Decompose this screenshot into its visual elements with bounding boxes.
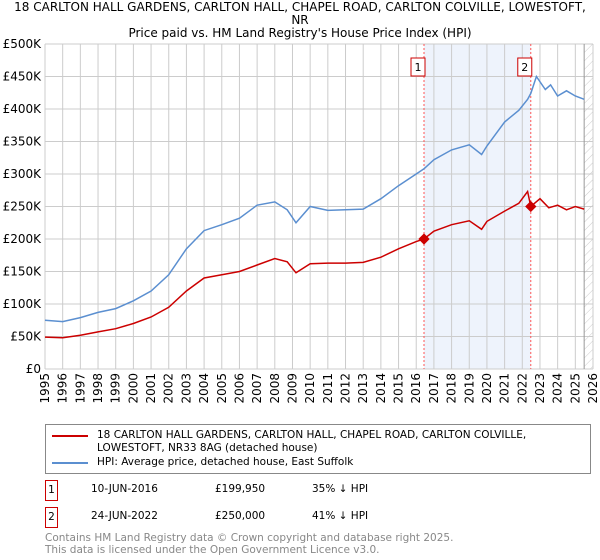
transaction-row: 2 24-JUN-2022 £250,000 41% ↓ HPI [45, 507, 585, 528]
transaction-price: £250,000 [215, 510, 266, 522]
legend: 18 CARLTON HALL GARDENS, CARLTON HALL, C… [45, 424, 591, 474]
marker-badge: 1 [45, 480, 58, 501]
x-tick-label: 2005 [215, 373, 229, 404]
y-tick-label: £150K [3, 265, 43, 279]
sale-label: 2 [521, 61, 528, 74]
transaction-price: £199,950 [215, 483, 266, 495]
transaction-row: 1 10-JUN-2016 £199,950 35% ↓ HPI [45, 480, 585, 501]
chart-subtitle: Price paid vs. HM Land Registry's House … [128, 26, 472, 40]
x-tick-label: 2001 [144, 373, 158, 404]
y-tick-label: £350K [3, 135, 43, 149]
x-tick-label: 2020 [480, 373, 494, 404]
transaction-date: 24-JUN-2022 [91, 510, 158, 522]
y-tick-label: £200K [3, 232, 43, 246]
footer-licence: This data is licensed under the Open Gov… [45, 544, 380, 556]
x-tick-label: 1995 [38, 373, 52, 404]
x-tick-label: 2009 [285, 373, 299, 404]
x-tick-label: 1996 [56, 373, 70, 404]
x-tick-label: 1998 [91, 373, 105, 404]
x-tick-label: 2013 [356, 373, 370, 404]
sale-point [525, 200, 537, 213]
x-tick-label: 2022 [515, 373, 529, 404]
y-tick-label: £0 [26, 362, 41, 376]
x-tick-label: 2024 [551, 373, 565, 404]
x-tick-label: 2011 [321, 373, 335, 404]
red-line-swatch [52, 435, 88, 437]
x-tick-label: 2023 [533, 373, 547, 404]
sale-label-box [517, 57, 533, 77]
sale-point [418, 233, 430, 245]
blue-line-swatch [52, 462, 88, 464]
x-tick-label: 2026 [586, 373, 600, 404]
x-tick-label: 2008 [268, 373, 282, 404]
transaction-hpi-diff: 35% ↓ HPI [312, 483, 369, 495]
x-tick-label: 2014 [374, 373, 388, 404]
footer: Contains HM Land Registry data © Crown c… [45, 532, 595, 556]
x-tick-label: 2006 [232, 373, 246, 404]
x-tick-label: 2003 [179, 373, 193, 404]
x-tick-label: 2019 [462, 373, 476, 404]
x-tick-label: 2018 [445, 373, 459, 404]
x-tick-label: 2000 [126, 373, 140, 404]
y-tick-label: £450K [3, 70, 43, 84]
hpi-line [44, 74, 585, 323]
chart-title: 18 CARLTON HALL GARDENS, CARLTON HALL, C… [14, 0, 586, 27]
y-tick-label: £300K [3, 167, 43, 181]
legend-item-hpi: HPI: Average price, detached house, East… [52, 456, 584, 469]
x-tick-label: 2012 [339, 373, 353, 404]
transaction-hpi-diff: 41% ↓ HPI [312, 510, 369, 522]
x-tick-label: 2016 [409, 373, 423, 404]
x-tick-label: 2007 [250, 373, 264, 404]
legend-item-property: 18 CARLTON HALL GARDENS, CARLTON HALL, C… [52, 429, 584, 455]
footer-copyright: Contains HM Land Registry data © Crown c… [45, 532, 454, 544]
legend-label-property: 18 CARLTON HALL GARDENS, CARLTON HALL, C… [97, 429, 527, 454]
x-tick-label: 2025 [568, 373, 582, 404]
property-price-line [44, 189, 585, 339]
x-tick-label: 2010 [303, 373, 317, 404]
transaction-date: 10-JUN-2016 [91, 483, 158, 495]
x-tick-label: 2015 [392, 373, 406, 404]
legend-label-hpi: HPI: Average price, detached house, East… [97, 456, 354, 468]
x-tick-label: 1999 [109, 373, 123, 404]
sale-label: 1 [415, 61, 422, 74]
x-tick-label: 2004 [197, 373, 211, 404]
y-tick-label: £500K [3, 37, 43, 51]
y-tick-label: £250K [3, 200, 43, 214]
y-tick-label: £50K [10, 330, 42, 344]
x-tick-label: 1997 [73, 373, 87, 404]
sale-label-box [410, 57, 426, 77]
x-tick-label: 2002 [162, 373, 176, 404]
x-tick-label: 2017 [427, 373, 441, 404]
y-tick-label: £400K [3, 102, 43, 116]
chart-titles: 18 CARLTON HALL GARDENS, CARLTON HALL, C… [0, 1, 600, 40]
price-chart: 1995 1996 1997 1998 1999 2000 2001 2002 2003 2004… [3, 37, 600, 404]
y-tick-label: £100K [3, 297, 43, 311]
marker-badge: 2 [45, 507, 58, 528]
x-tick-label: 2021 [498, 373, 512, 404]
